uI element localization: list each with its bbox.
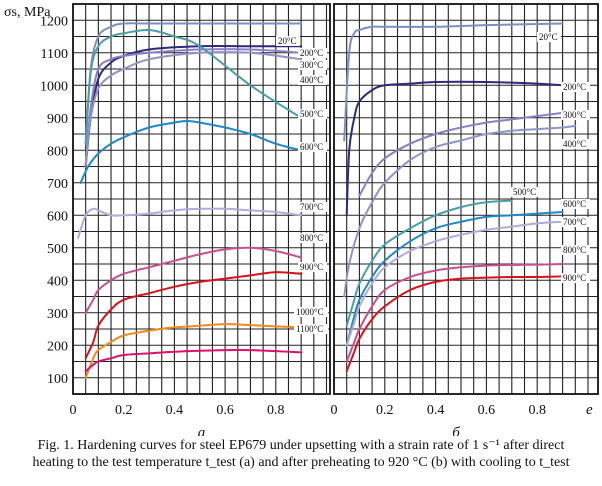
series-label-bg bbox=[298, 48, 327, 58]
series-line bbox=[84, 48, 303, 168]
series-line bbox=[84, 28, 303, 145]
series-label-bg bbox=[561, 82, 590, 92]
plot-frame bbox=[72, 3, 331, 395]
figure-caption: Fig. 1. Hardening curves for steel EP679… bbox=[0, 437, 602, 471]
y-tick-label: 200 bbox=[47, 339, 68, 354]
series-line bbox=[358, 111, 564, 197]
series-label: 700°C bbox=[563, 217, 586, 227]
y-tick-label: 1200 bbox=[40, 14, 68, 29]
x-tick-label: 0.8 bbox=[267, 403, 285, 418]
series-label-bg bbox=[276, 36, 300, 46]
series-label: 500°C bbox=[300, 109, 323, 119]
series-line bbox=[345, 275, 564, 373]
series-label-bg bbox=[537, 32, 561, 42]
series-label-bg bbox=[298, 233, 327, 243]
y-tick-label: 500 bbox=[47, 242, 68, 257]
series-label: 20°C bbox=[539, 32, 558, 42]
y-tick-label: 400 bbox=[47, 274, 68, 289]
series-label: 600°C bbox=[563, 199, 586, 209]
series-line bbox=[345, 80, 564, 217]
x-tick-label: 0.2 bbox=[115, 403, 133, 418]
series-label-bg bbox=[561, 199, 590, 209]
caption-line-1: Fig. 1. Hardening curves for steel EP679… bbox=[37, 438, 565, 453]
series-label: 20°C bbox=[278, 36, 297, 46]
series-label: 200°C bbox=[563, 82, 586, 92]
series-line bbox=[84, 45, 303, 168]
series-label-bg bbox=[298, 262, 327, 272]
series-label-bg bbox=[298, 142, 327, 152]
series-line bbox=[345, 263, 564, 363]
series-label: 1000°C bbox=[296, 307, 324, 317]
series-label-bg bbox=[298, 202, 327, 212]
series-line bbox=[343, 22, 564, 142]
y-tick-label: 100 bbox=[47, 372, 68, 387]
y-tick-label: 800 bbox=[47, 144, 68, 159]
y-tick-label: 1100 bbox=[41, 47, 68, 62]
y-tick-label: 1000 bbox=[40, 79, 68, 94]
series-label: 800°C bbox=[563, 245, 586, 255]
grid bbox=[72, 3, 330, 395]
plot-frame bbox=[333, 3, 599, 395]
series-label: 400°C bbox=[563, 139, 586, 149]
series-label-bg bbox=[294, 307, 329, 317]
x-axis-title: e bbox=[586, 402, 593, 418]
series-label: 300°C bbox=[563, 110, 586, 120]
x-tick-label: 0.6 bbox=[216, 403, 234, 418]
y-tick-label: 700 bbox=[47, 177, 68, 192]
x-tick-label: 0.2 bbox=[376, 403, 394, 418]
series-label: 800°C bbox=[300, 233, 323, 243]
series-label-bg bbox=[561, 217, 590, 227]
series-line bbox=[84, 271, 303, 360]
series-label: 200°C bbox=[300, 48, 323, 58]
y-tick-label: 600 bbox=[47, 209, 68, 224]
series-line bbox=[84, 349, 303, 373]
series-label-bg bbox=[511, 187, 540, 197]
series-label: 600°C bbox=[300, 142, 323, 152]
series-label-bg bbox=[294, 324, 329, 334]
series-line bbox=[84, 323, 303, 379]
series-line bbox=[79, 119, 303, 184]
caption-line-2: heating to the test temperature t_test (… bbox=[32, 455, 570, 470]
series-label: 900°C bbox=[563, 273, 586, 283]
series-label: 500°C bbox=[513, 187, 536, 197]
panel-label: а bbox=[198, 425, 206, 436]
series-label-bg bbox=[561, 139, 590, 149]
y-axis-title: σs, MPa bbox=[4, 5, 51, 20]
series-label-bg bbox=[298, 60, 327, 70]
series-label-bg bbox=[561, 273, 590, 283]
axes-labels: 0 0.2 0.4 0.6 0.8 а 0 0.2 0.4 0.6 0.8 б 100 200 300 400… bbox=[4, 5, 593, 436]
y-tick-label: 300 bbox=[47, 307, 68, 322]
series-label: 900°C bbox=[300, 262, 323, 272]
x-tick-label: 0 bbox=[331, 403, 338, 418]
series-line bbox=[345, 199, 513, 327]
y-tick-label: 900 bbox=[47, 112, 68, 127]
panel-b: 20°C 200°C 400°C 300°C 500°C 600°C 700°C 800°C 9… bbox=[333, 3, 599, 395]
x-tick-label: 0.8 bbox=[528, 403, 546, 418]
panel-label: б bbox=[452, 425, 460, 436]
series-label-bg bbox=[298, 75, 327, 85]
series-line bbox=[84, 22, 303, 145]
series-line bbox=[345, 220, 564, 347]
series-label: 300°C bbox=[300, 60, 323, 70]
series-label-bg bbox=[298, 109, 327, 119]
series-line bbox=[77, 207, 303, 239]
series-line bbox=[343, 124, 577, 298]
x-tick-label: 0.6 bbox=[478, 403, 496, 418]
series-label-bg bbox=[561, 245, 590, 255]
series-line bbox=[84, 50, 303, 165]
series-label: 400°C bbox=[300, 75, 323, 85]
hardening-curves-figure: 20°C200°C300°C400°C500°C600°C700°C800°C9… bbox=[4, 3, 599, 436]
series-label: 1100°C bbox=[296, 324, 323, 334]
series-label: 700°C bbox=[300, 202, 323, 212]
series-line bbox=[84, 246, 303, 314]
x-tick-label: 0.4 bbox=[166, 403, 184, 418]
x-tick-label: 0 bbox=[70, 403, 77, 418]
series-line bbox=[345, 211, 564, 347]
x-tick-label: 0.4 bbox=[427, 403, 445, 418]
series-label-bg bbox=[561, 110, 590, 120]
